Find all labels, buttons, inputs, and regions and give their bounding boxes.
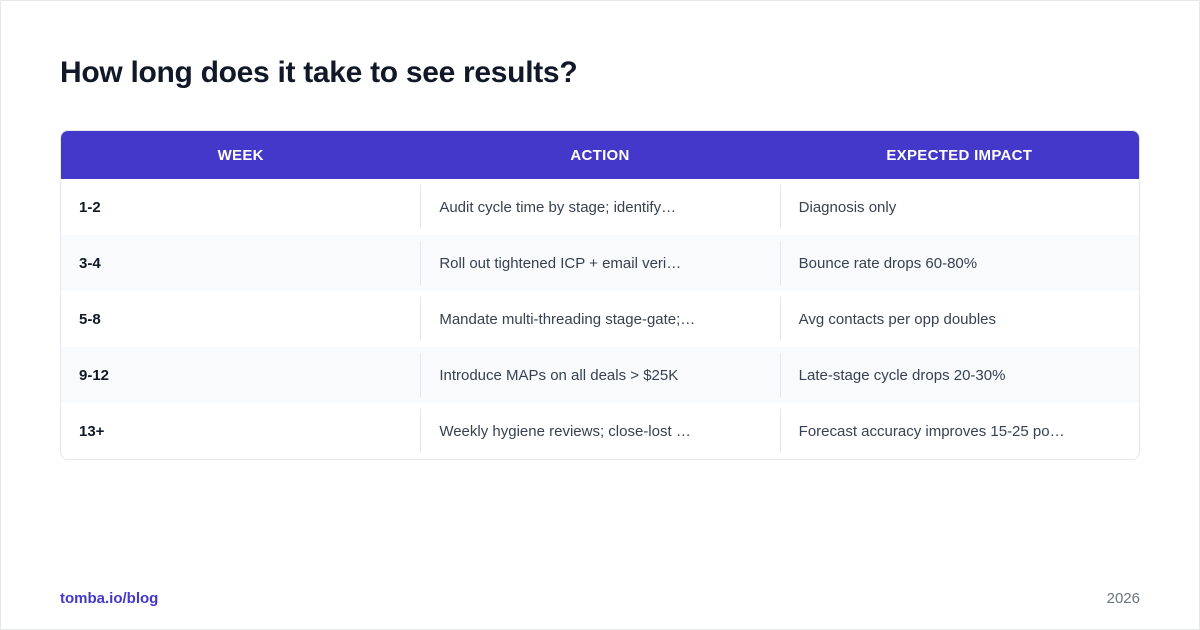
impact-cell: Avg contacts per opp doubles	[779, 297, 1139, 341]
blog-link[interactable]: tomba.io/blog	[60, 590, 159, 607]
impact-cell: Late-stage cycle drops 20-30%	[779, 353, 1139, 397]
action-cell: Audit cycle time by stage; identify…	[420, 185, 779, 229]
week-cell: 5-8	[79, 310, 101, 328]
page-title: How long does it take to see results?	[60, 56, 578, 89]
week-cell: 3-4	[79, 254, 101, 272]
week-cell: 1-2	[79, 198, 101, 216]
results-table: WEEK ACTION EXPECTED IMPACT 1-2 Audit cy…	[60, 130, 1140, 460]
table-row: 9-12 Introduce MAPs on all deals > $25K …	[61, 347, 1139, 403]
table-row: 5-8 Mandate multi-threading stage-gate;……	[61, 291, 1139, 347]
table-row: 1-2 Audit cycle time by stage; identify……	[61, 179, 1139, 235]
column-header-week: WEEK	[217, 146, 264, 164]
table-header: WEEK ACTION EXPECTED IMPACT	[61, 131, 1139, 179]
impact-cell: Bounce rate drops 60-80%	[779, 241, 1139, 285]
action-cell: Roll out tightened ICP + email veri…	[420, 241, 779, 285]
action-cell: Weekly hygiene reviews; close-lost …	[420, 409, 779, 453]
table-row: 13+ Weekly hygiene reviews; close-lost ……	[61, 403, 1139, 459]
column-header-action: ACTION	[570, 146, 630, 164]
year-label: 2026	[1106, 590, 1140, 607]
action-cell: Mandate multi-threading stage-gate;…	[420, 297, 779, 341]
impact-cell: Diagnosis only	[779, 185, 1139, 229]
column-header-expected-impact: EXPECTED IMPACT	[886, 146, 1033, 164]
action-cell: Introduce MAPs on all deals > $25K	[420, 353, 779, 397]
week-cell: 13+	[79, 422, 105, 440]
week-cell: 9-12	[79, 366, 110, 384]
table-row: 3-4 Roll out tightened ICP + email veri……	[61, 235, 1139, 291]
impact-cell: Forecast accuracy improves 15-25 po…	[779, 409, 1139, 453]
